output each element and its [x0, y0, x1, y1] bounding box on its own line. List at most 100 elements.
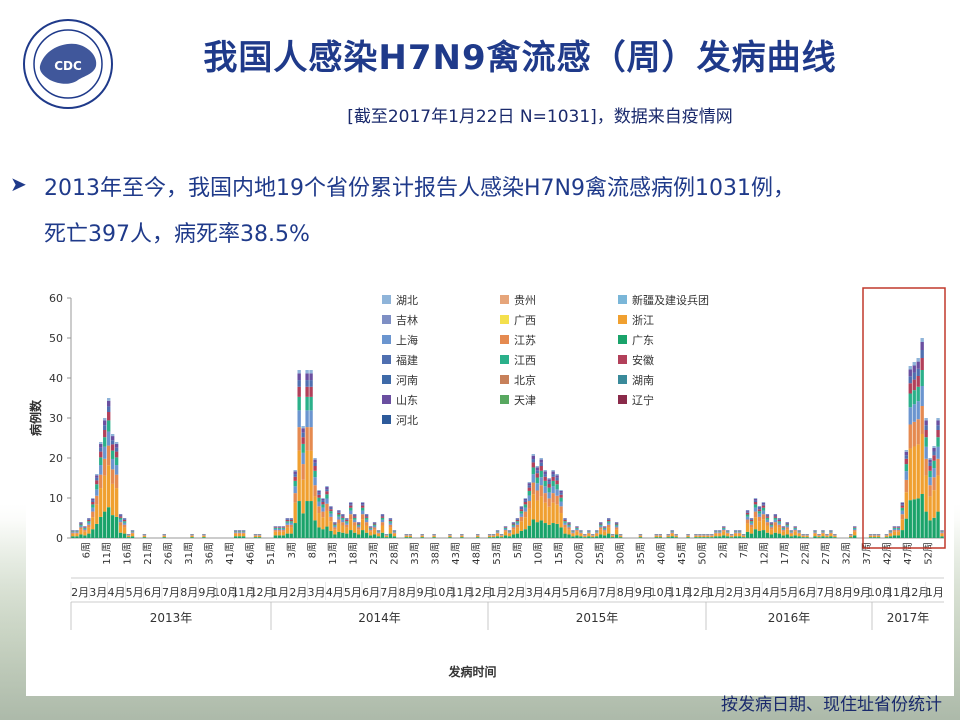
bar-segment: [122, 520, 127, 522]
bar-segment: [757, 521, 762, 531]
bar-segment: [273, 527, 278, 529]
bar-segment: [706, 535, 710, 538]
bar-segment: [777, 524, 782, 528]
bar-segment: [599, 534, 603, 538]
bar-segment: [563, 533, 567, 538]
bar-segment: [329, 516, 333, 522]
bar-segment: [904, 518, 908, 538]
x-week-label: 21周: [142, 542, 154, 565]
bar-segment: [233, 536, 238, 538]
x-month-label: 11月: [231, 586, 256, 599]
bar-segment: [912, 379, 916, 391]
bar-segment: [285, 524, 289, 528]
bar-segment: [476, 535, 480, 538]
bar-segment: [726, 531, 730, 532]
bar-segment: [495, 536, 500, 538]
bar-segment: [329, 507, 333, 510]
bar-segment: [118, 515, 123, 517]
bar-segment: [912, 499, 916, 538]
bar-segment: [241, 533, 246, 537]
bar-segment: [122, 521, 127, 523]
bar-segment: [714, 532, 718, 534]
bar-segment: [277, 527, 282, 528]
x-week-label: 12周: [758, 542, 770, 565]
bar-segment: [888, 531, 893, 533]
bar-segment: [936, 511, 940, 538]
bar-segment: [765, 519, 770, 523]
bar-segment: [527, 525, 532, 538]
bar-segment: [761, 505, 766, 508]
bar-segment: [122, 533, 127, 538]
bar-segment: [353, 515, 357, 517]
bar-segment: [317, 501, 321, 507]
bar-segment: [559, 490, 563, 491]
bar-segment: [900, 514, 905, 520]
bar-segment: [559, 497, 563, 502]
bar-segment: [257, 535, 262, 536]
x-week-label: 5周: [512, 542, 524, 558]
legend-label: 辽宁: [632, 393, 654, 407]
legend-swatch: [618, 315, 627, 324]
x-week-label: 13周: [327, 542, 339, 565]
bar-segment: [75, 536, 79, 538]
bar-segment: [95, 504, 99, 524]
legend-swatch: [500, 355, 509, 364]
bar-segment: [749, 524, 754, 528]
bar-segment: [765, 532, 770, 538]
bar-segment: [515, 518, 520, 520]
bar-segment: [519, 506, 524, 508]
bar-segment: [285, 520, 289, 522]
bar-segment: [527, 485, 532, 488]
bar-segment: [301, 432, 305, 438]
bar-segment: [853, 531, 857, 536]
bar-segment: [531, 519, 535, 538]
bar-segment: [237, 532, 242, 534]
bar-segment: [618, 537, 623, 538]
bar-segment: [912, 404, 916, 422]
bar-segment: [563, 522, 567, 525]
bar-segment: [900, 505, 905, 508]
bar-segment: [761, 502, 766, 505]
bar-segment: [364, 517, 369, 520]
bar-segment: [237, 531, 242, 532]
bar-segment: [932, 490, 936, 518]
bar-segment: [559, 501, 563, 507]
bar-segment: [551, 476, 555, 481]
bar-segment: [896, 531, 901, 536]
bar-segment: [599, 522, 603, 524]
bar-segment: [107, 412, 111, 421]
bar-segment: [817, 535, 821, 538]
bar-segment: [333, 534, 337, 538]
bar-segment: [305, 380, 309, 387]
legend-label: 湖北: [396, 294, 418, 307]
bar-segment: [321, 529, 325, 538]
bar-segment: [408, 535, 412, 536]
bar-segment: [353, 525, 357, 533]
bar-segment: [785, 525, 789, 528]
bar-segment: [110, 444, 115, 451]
bar-segment: [71, 532, 75, 534]
bar-segment: [341, 516, 345, 518]
bar-segment: [694, 535, 698, 538]
bar-segment: [511, 523, 516, 525]
bar-segment: [71, 533, 75, 537]
bar-segment: [614, 523, 619, 525]
bar-segment: [567, 523, 571, 525]
bar-segment: [741, 535, 746, 536]
bar-segment: [114, 488, 119, 517]
bar-segment: [130, 531, 135, 532]
bar-segment: [539, 496, 543, 521]
bar-segment: [91, 500, 95, 502]
bar-segment: [753, 498, 758, 501]
bar-segment: [666, 535, 670, 538]
bar-segment: [126, 537, 131, 538]
bar-segment: [607, 518, 611, 520]
bar-segment: [114, 465, 119, 475]
bar-segment: [305, 501, 309, 538]
bar-segment: [503, 527, 508, 529]
bar-segment: [614, 527, 619, 530]
bar-segment: [920, 338, 924, 342]
bar-segment: [519, 507, 524, 510]
bar-segment: [523, 500, 528, 502]
bar-segment: [753, 511, 758, 518]
